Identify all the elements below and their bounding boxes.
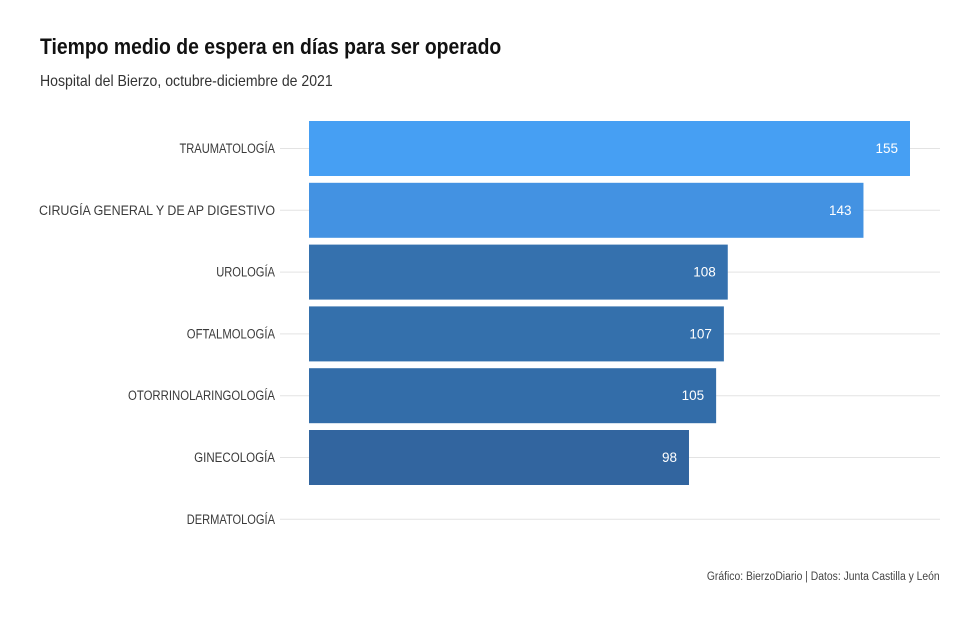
value-label: 107 — [689, 326, 712, 341]
chart-caption: Gráfico: BierzoDiario | Datos: Junta Cas… — [707, 571, 940, 583]
bar — [309, 121, 910, 176]
bar — [309, 182, 864, 238]
value-label: 98 — [662, 450, 677, 465]
category-label: TRAUMATOLOGÍA — [179, 141, 275, 156]
chart-title: Tiempo medio de espera en días para ser … — [40, 34, 502, 59]
category-label: OFTALMOLOGÍA — [187, 326, 275, 341]
category-label: UROLOGÍA — [216, 265, 275, 280]
category-label: GINECOLOGÍA — [194, 450, 275, 465]
category-label: CIRUGÍA GENERAL Y DE AP DIGESTIVO — [39, 203, 275, 218]
category-label: OTORRINOLARINGOLOGÍA — [128, 388, 275, 403]
bar — [309, 244, 728, 300]
value-label: 105 — [682, 388, 705, 403]
labels: TRAUMATOLOGÍA 155 CIRUGÍA GENERAL Y DE AP … — [39, 141, 898, 527]
value-label: 155 — [875, 141, 898, 156]
category-label: DERMATOLOGÍA — [187, 512, 275, 527]
value-label: 108 — [693, 265, 716, 280]
bar — [309, 368, 717, 424]
chart-subtitle: Hospital del Bierzo, octubre-diciembre d… — [40, 73, 333, 90]
bar — [309, 430, 689, 485]
value-label: 143 — [829, 203, 852, 218]
bars — [309, 121, 910, 485]
bar — [309, 306, 724, 362]
